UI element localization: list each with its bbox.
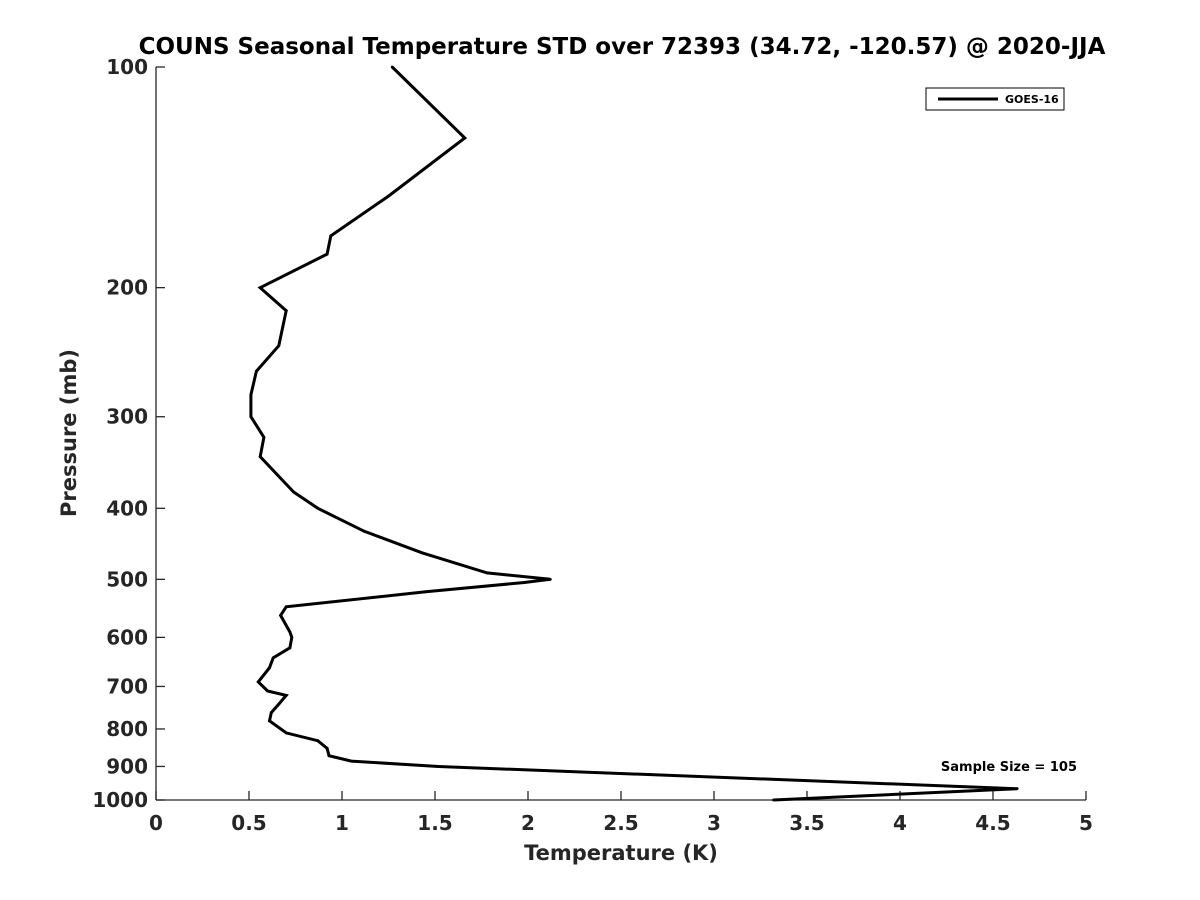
y-axis-label: Pressure (mb) xyxy=(57,349,81,517)
legend-label-goes-16: GOES-16 xyxy=(1005,93,1059,106)
data-point xyxy=(277,702,281,706)
y-tick-label: 900 xyxy=(106,754,148,778)
data-point xyxy=(1015,787,1019,791)
data-point xyxy=(277,344,281,348)
x-tick-label: 4.5 xyxy=(975,811,1010,835)
data-point xyxy=(262,435,266,439)
y-tick-label: 400 xyxy=(106,496,148,520)
data-point xyxy=(249,415,253,419)
data-point xyxy=(256,680,260,684)
data-point xyxy=(290,635,294,639)
data-point xyxy=(329,234,333,238)
data-point xyxy=(292,490,296,494)
y-tick-label: 600 xyxy=(106,625,148,649)
data-point xyxy=(390,65,394,69)
data-point xyxy=(325,252,329,256)
y-tick-label: 200 xyxy=(106,276,148,300)
sample-size-annotation: Sample Size = 105 xyxy=(941,760,1077,775)
y-tick-label: 300 xyxy=(106,405,148,429)
data-point xyxy=(522,581,526,584)
data-point xyxy=(424,590,428,594)
data-point xyxy=(288,646,292,650)
data-point xyxy=(349,759,353,763)
data-point xyxy=(288,630,292,634)
x-tick-label: 3.5 xyxy=(789,811,824,835)
x-tick-label: 5 xyxy=(1079,811,1093,835)
data-point xyxy=(387,194,390,198)
data-point xyxy=(316,506,320,510)
data-point xyxy=(268,719,271,723)
data-point xyxy=(271,656,275,660)
y-tick-label: 800 xyxy=(106,717,148,741)
plot-area xyxy=(156,67,1086,800)
x-tick-label: 4 xyxy=(893,811,907,835)
data-point xyxy=(284,605,288,609)
data-point xyxy=(284,309,288,313)
y-axis-ticks: 100 200 300 400 500 600 700 800 900 1000 xyxy=(92,55,165,812)
data-point xyxy=(279,614,283,617)
x-tick-label: 0.5 xyxy=(231,811,266,835)
data-point xyxy=(284,694,288,697)
chart-title: COUNS Seasonal Temperature STD over 7239… xyxy=(139,34,1106,60)
x-axis-ticks: 0 0.5 1 1.5 2 2.5 3 3.5 4 4.5 5 xyxy=(149,791,1093,835)
data-point xyxy=(362,529,366,533)
data-point xyxy=(327,754,331,758)
x-tick-label: 2.5 xyxy=(603,811,638,835)
x-tick-label: 3 xyxy=(707,811,721,835)
x-tick-label: 1 xyxy=(335,811,349,835)
data-point xyxy=(255,369,258,373)
series-points-goes-16 xyxy=(249,65,1019,802)
data-point xyxy=(420,551,424,555)
x-tick-label: 2 xyxy=(521,811,535,835)
data-point xyxy=(548,577,552,581)
data-point xyxy=(485,571,489,575)
data-point xyxy=(284,731,288,735)
data-point xyxy=(437,765,441,768)
data-point xyxy=(258,455,262,458)
data-point xyxy=(268,666,271,670)
data-point xyxy=(772,798,775,802)
y-tick-label: 700 xyxy=(106,674,148,698)
y-tick-label: 500 xyxy=(106,567,148,591)
data-point xyxy=(325,746,329,750)
x-axis-label: Temperature (K) xyxy=(524,841,718,865)
data-point xyxy=(269,711,273,715)
legend: GOES-16 xyxy=(925,87,1065,111)
data-point xyxy=(316,739,320,743)
data-point xyxy=(463,136,467,140)
y-tick-label: 1000 xyxy=(92,788,148,812)
x-tick-label: 1.5 xyxy=(417,811,452,835)
data-point xyxy=(258,286,262,290)
data-point xyxy=(266,689,269,693)
y-tick-label: 100 xyxy=(106,55,148,79)
data-point xyxy=(249,393,253,397)
series-line-goes-16 xyxy=(249,65,1018,802)
x-tick-label: 0 xyxy=(149,811,163,835)
